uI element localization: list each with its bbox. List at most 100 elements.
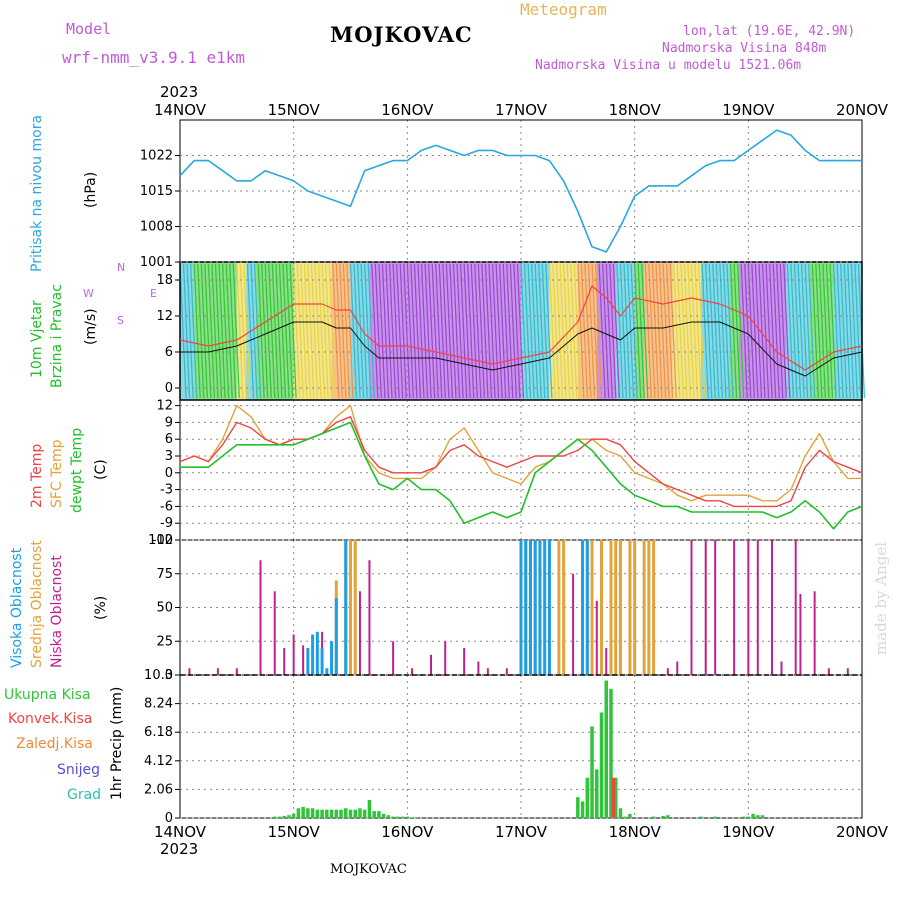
wind-barb [665, 263, 674, 399]
wind-barb [822, 263, 830, 399]
wind-barb [499, 263, 507, 399]
wind-barb [445, 263, 454, 399]
total-precip-bar [405, 816, 410, 818]
wind-barb [477, 263, 486, 399]
x-tick-label-bottom: 17NOV [495, 823, 548, 841]
wind-barb [609, 263, 617, 399]
wind-barb [289, 263, 297, 399]
wind-barb [541, 263, 549, 399]
x-tick-label-bottom: 15NOV [268, 823, 321, 841]
low-cloud-bar [704, 540, 707, 675]
wind-barb [456, 263, 464, 399]
high-cloud-bar [585, 540, 589, 675]
total-precip-bar [291, 813, 296, 818]
total-precip-bar [415, 817, 419, 818]
wind-barb [850, 263, 858, 399]
mid-cloud-bar [618, 540, 622, 675]
wind-barb [534, 263, 542, 399]
high-cloud-bar [311, 634, 315, 675]
wind-barb [726, 263, 734, 399]
total-precip-bar [628, 813, 632, 818]
total-precip-bar [609, 688, 613, 818]
low-cloud-bar [358, 591, 361, 675]
y-tick-label: 2.06 [144, 782, 173, 797]
wind-barb [697, 263, 706, 399]
wind-barb [232, 263, 240, 399]
high-cloud-bar [330, 641, 334, 675]
y-tick-label: -9 [160, 516, 173, 531]
x-tick-label-top: 15NOV [268, 101, 321, 119]
wind-barb [364, 263, 372, 399]
wind-barb [797, 263, 805, 399]
wind-barb [680, 263, 688, 399]
wind-barb [261, 263, 269, 399]
wind-barb [427, 263, 436, 399]
total-precip-bar [381, 813, 386, 818]
wind-barb [552, 263, 560, 399]
total-precip-bar [741, 816, 746, 818]
low-cloud-bar [799, 594, 802, 675]
high-cloud-bar [325, 668, 329, 675]
wind-barb [332, 263, 340, 399]
wind-barb [214, 263, 223, 399]
wind-barb [786, 263, 795, 399]
low-cloud-bar [756, 540, 759, 675]
mid-cloud-bar [600, 540, 604, 675]
mid-cloud-bar [562, 540, 566, 675]
y-tick-label: 6.18 [144, 725, 173, 740]
low-cloud-bar [463, 648, 466, 675]
y-tick-label: -6 [160, 499, 173, 514]
wind-barb [648, 263, 656, 399]
mid-cloud-bar [614, 540, 618, 675]
y-tick-label: 4.12 [144, 754, 173, 769]
low-cloud-bar [572, 573, 575, 675]
y-tick-label: 0 [165, 466, 173, 481]
coords-label: lon,lat (19.6E, 42.9N) [683, 24, 856, 39]
total-precip-bar [396, 816, 400, 818]
low-cloud-bar [690, 540, 693, 675]
mid-cloud-bar [647, 540, 651, 675]
wind-barb [701, 263, 709, 399]
wind-barb [854, 263, 862, 399]
temp-2m-line [179, 416, 863, 508]
wind-barb [435, 263, 443, 399]
wind-barb [310, 263, 319, 399]
wind-barb [545, 263, 553, 399]
wind-barb [683, 263, 692, 399]
y-tick-label: 1015 [140, 184, 173, 199]
wind-barb [467, 263, 475, 399]
total-precip-bar [353, 809, 357, 818]
total-precip-bar [272, 816, 277, 818]
total-precip-bar [344, 808, 348, 818]
wind-barb [690, 263, 699, 399]
wind-barb [719, 263, 727, 399]
wind-barb [605, 263, 613, 399]
wind-barb [705, 263, 713, 399]
wind-barb [555, 263, 564, 399]
wind-barb [715, 263, 724, 399]
wind-barb [221, 263, 230, 399]
wind-barb [385, 263, 393, 399]
wind-barb [740, 263, 748, 399]
wind-barb [360, 263, 368, 399]
wind-speed-line [180, 321, 863, 377]
y-tick-label: 18 [156, 273, 173, 288]
wind-barb [694, 263, 702, 399]
model-altitude-label: Nadmorska Visina u modelu 1521.06m [535, 58, 802, 73]
mid-cloud-bar [590, 540, 594, 675]
total-precip-bar [651, 816, 656, 818]
wind-barb [776, 263, 784, 399]
wind-barb [566, 263, 574, 399]
wind-band-9 [331, 262, 351, 400]
total-precip-bar [760, 815, 765, 818]
y-tick-label: 25 [156, 634, 173, 649]
total-precip-bar [377, 811, 381, 818]
temp-panel-frame [179, 399, 863, 541]
wind-barb [765, 263, 773, 399]
high-cloud-bar [538, 540, 542, 675]
wind-barb [243, 263, 251, 399]
high-cloud-bar [519, 540, 523, 675]
station-title: MOJKOVAC [330, 22, 473, 47]
low-cloud-bar [188, 668, 191, 675]
wind-barb [747, 263, 755, 399]
